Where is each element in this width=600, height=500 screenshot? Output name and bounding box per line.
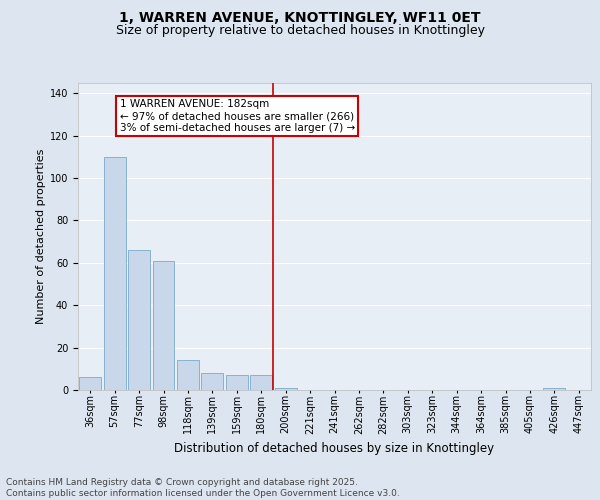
Bar [226, 375, 248, 390]
Bar [128, 250, 150, 390]
Text: Contains HM Land Registry data © Crown copyright and database right 2025.
Contai: Contains HM Land Registry data © Crown c… [6, 478, 400, 498]
X-axis label: Distribution of detached houses by size in Knottingley: Distribution of detached houses by size … [175, 442, 494, 455]
Bar [104, 156, 125, 390]
Text: Size of property relative to detached houses in Knottingley: Size of property relative to detached ho… [115, 24, 485, 37]
Bar [79, 378, 101, 390]
Bar [152, 260, 175, 390]
Bar [544, 388, 565, 390]
Text: 1 WARREN AVENUE: 182sqm
← 97% of detached houses are smaller (266)
3% of semi-de: 1 WARREN AVENUE: 182sqm ← 97% of detache… [119, 100, 355, 132]
Bar [202, 373, 223, 390]
Bar [275, 388, 296, 390]
Bar [177, 360, 199, 390]
Text: 1, WARREN AVENUE, KNOTTINGLEY, WF11 0ET: 1, WARREN AVENUE, KNOTTINGLEY, WF11 0ET [119, 11, 481, 25]
Bar [250, 375, 272, 390]
Y-axis label: Number of detached properties: Number of detached properties [35, 148, 46, 324]
